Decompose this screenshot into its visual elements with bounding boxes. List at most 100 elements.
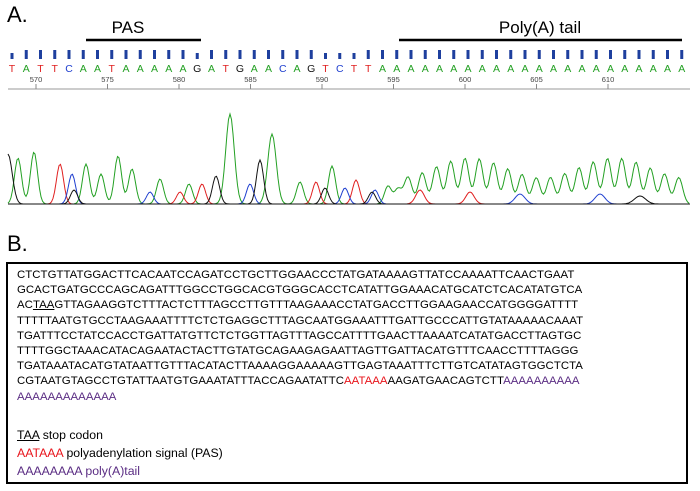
quality-bar <box>381 50 384 59</box>
base-call: A <box>593 63 600 75</box>
panel-a-label: A. <box>7 2 28 27</box>
seq-line-4: TTTTTAATGTGCCTAAGAAATTTTCTCTGAGGCTTTAGCA… <box>17 314 584 327</box>
base-call: A <box>293 63 300 75</box>
base-call: T <box>322 63 329 75</box>
quality-bar <box>395 50 399 59</box>
quality-bar <box>238 50 242 59</box>
quality-bar <box>680 50 684 59</box>
base-call: A <box>23 63 30 75</box>
legend-polya-text: poly(A)tail <box>81 464 141 478</box>
base-call: A <box>151 63 158 75</box>
base-call: A <box>137 63 144 75</box>
quality-bar <box>181 50 185 59</box>
quality-bar <box>523 50 527 59</box>
quality-bar <box>452 50 456 59</box>
seq-line-1: CTCTGTTATGGACTTCACAATCCAGATCCTGCTTGGAACC… <box>17 269 575 281</box>
legend-stop-seq: TAA <box>17 428 40 442</box>
seq-line-7: TGATAAATACATGTATAATTGTTTACATACTTAAAAGGAA… <box>17 360 583 373</box>
quality-bar <box>438 50 441 59</box>
quality-bar <box>195 53 199 59</box>
base-call: A <box>550 63 557 75</box>
base-call: A <box>493 63 500 75</box>
base-call: A <box>479 63 486 75</box>
quality-bar <box>466 50 470 59</box>
base-call: T <box>223 63 230 75</box>
base-call: A <box>578 63 585 75</box>
legend-stop-text: stop codon <box>39 428 103 442</box>
quality-bar <box>537 50 541 59</box>
sequence-box: CTCTGTTATGGACTTCACAATCCAGATCCTGCTTGGAACC… <box>6 262 688 484</box>
quality-bar <box>39 50 42 59</box>
quality-bar <box>295 50 299 59</box>
position-label: 605 <box>530 75 543 84</box>
quality-bar <box>566 50 570 59</box>
stop-codon: TAA <box>32 299 55 312</box>
quality-bar <box>666 50 669 59</box>
quality-bar <box>24 50 28 59</box>
trace-line <box>7 153 689 205</box>
quality-bar <box>423 50 427 59</box>
quality-bar <box>53 50 57 59</box>
quality-bar <box>267 50 270 59</box>
polya-label: Poly(A) tail <box>499 18 581 37</box>
seq-line-5: TGATTTCCTATCCACCTGATTATGTTCTCTGGTTAGTTTA… <box>17 329 582 342</box>
trace-lines <box>7 112 690 205</box>
base-call: G <box>236 63 244 75</box>
base-call: A <box>80 63 87 75</box>
trace-line <box>7 112 690 205</box>
base-call: C <box>65 63 73 75</box>
quality-bar <box>609 50 612 59</box>
quality-bars <box>10 50 684 59</box>
base-call: A <box>436 63 443 75</box>
base-call: A <box>179 63 186 75</box>
base-call: T <box>351 63 358 75</box>
base-call: A <box>664 63 671 75</box>
quality-bar <box>124 50 128 59</box>
seq-line-8-middle: AAGATGAACAGTCTT <box>387 375 504 388</box>
base-call: G <box>193 63 201 75</box>
seq-line-3-prefix: AC <box>17 299 33 312</box>
base-call: C <box>279 63 287 75</box>
quality-bar <box>81 50 85 59</box>
quality-bar <box>352 53 356 59</box>
quality-bar <box>495 50 498 59</box>
base-call: A <box>407 63 414 75</box>
seq-line-8-prefix: CGTAATGTAGCCTGTATTAATGTGAAATATTTACCAGAAT… <box>17 375 345 388</box>
base-call: A <box>607 63 614 75</box>
quality-bar <box>480 50 484 59</box>
pas-label: PAS <box>112 18 145 37</box>
base-call: A <box>94 63 101 75</box>
base-call: A <box>507 63 514 75</box>
position-label: 585 <box>244 75 257 84</box>
base-call: T <box>37 63 44 75</box>
base-call: T <box>365 63 372 75</box>
quality-bar <box>138 50 142 59</box>
quality-bar <box>552 50 555 59</box>
base-call: A <box>650 63 657 75</box>
quality-bar <box>324 53 327 59</box>
base-call: A <box>450 63 457 75</box>
quality-bar <box>210 50 213 59</box>
base-call: A <box>165 63 172 75</box>
legend-pas-seq: AATAAA <box>17 446 64 460</box>
base-call: T <box>109 63 116 75</box>
position-label: 610 <box>602 75 615 84</box>
position-label: 570 <box>30 75 43 84</box>
quality-bar <box>509 50 513 59</box>
quality-bar <box>153 50 156 59</box>
legend-stop: TAA stop codon <box>17 428 103 442</box>
legend-pas: AATAAA polyadenylation signal (PAS) <box>17 446 223 460</box>
base-call: A <box>521 63 528 75</box>
quality-bar <box>252 50 256 59</box>
quality-bar <box>594 50 598 59</box>
position-label: 595 <box>387 75 400 84</box>
position-label: 600 <box>459 75 472 84</box>
base-call: A <box>678 63 685 75</box>
quality-bar <box>167 50 171 59</box>
quality-bar <box>651 50 655 59</box>
base-call: T <box>52 63 59 75</box>
seq-line-2: GCACTGATGCCCAGCAGATTTGGCCTGGCACGTGGGCACC… <box>17 284 583 297</box>
base-call: A <box>393 63 400 75</box>
